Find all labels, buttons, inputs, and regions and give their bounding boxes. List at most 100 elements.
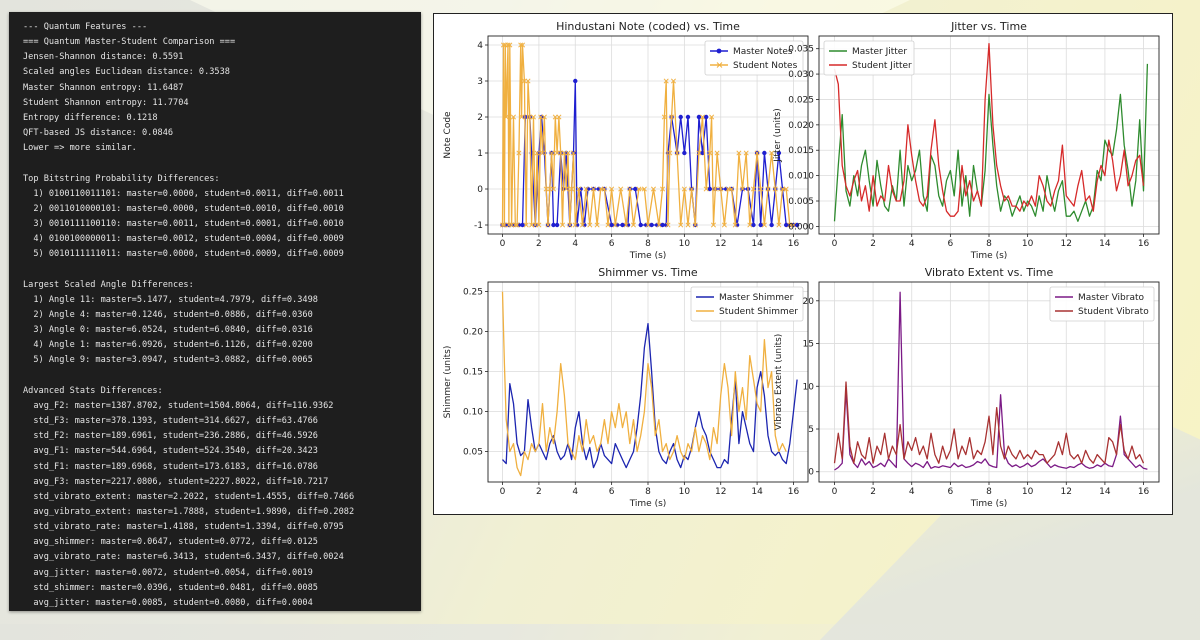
legend-label: Master Shimmer bbox=[719, 293, 794, 303]
x-tick-label: 0 bbox=[500, 487, 506, 497]
chart-title: Vibrato Extent vs. Time bbox=[925, 266, 1054, 279]
data-point bbox=[565, 150, 571, 156]
data-point bbox=[772, 186, 778, 192]
y-tick-label: 20 bbox=[803, 297, 815, 307]
legend-marker bbox=[716, 62, 723, 68]
chart-panel: 0 2 4 6 8 10 12 14 16 0 5 10 15 20 Vibrato Extent vs. … bbox=[774, 266, 1160, 509]
y-tick-label: 0.015 bbox=[788, 146, 814, 156]
y-tick-label: 0.025 bbox=[788, 95, 814, 105]
y-tick-label: 0 bbox=[477, 185, 483, 195]
data-point bbox=[570, 150, 577, 156]
series-line bbox=[501, 291, 787, 477]
data-point bbox=[674, 150, 680, 156]
series-line bbox=[502, 322, 798, 469]
data-point bbox=[665, 222, 671, 228]
data-point bbox=[714, 150, 720, 156]
data-point bbox=[689, 186, 695, 192]
x-tick-label: 16 bbox=[1138, 487, 1150, 497]
data-point bbox=[563, 186, 569, 192]
x-tick-label: 14 bbox=[1099, 239, 1111, 249]
data-point bbox=[569, 186, 575, 192]
y-tick-label: 15 bbox=[803, 340, 814, 350]
legend: Master Jitter Student Jitter bbox=[823, 40, 915, 76]
data-point bbox=[518, 42, 524, 48]
legend-label: Student Jitter bbox=[852, 61, 912, 71]
data-point bbox=[685, 114, 691, 120]
y-tick-label: 0.15 bbox=[463, 368, 483, 378]
y-tick-label: 0.020 bbox=[788, 121, 814, 131]
x-tick-label: 12 bbox=[1061, 487, 1072, 497]
legend-label: Master Vibrato bbox=[1078, 293, 1145, 303]
data-point bbox=[587, 222, 593, 228]
x-tick-label: 8 bbox=[645, 239, 651, 249]
terminal-line: Jensen-Shannon distance: 0.5591 bbox=[23, 52, 184, 63]
data-point bbox=[576, 186, 582, 192]
data-point bbox=[783, 186, 789, 192]
x-axis-label: Time (s) bbox=[970, 499, 1008, 509]
data-point bbox=[520, 222, 525, 228]
terminal-line: avg_jitter: master=0.0072, student=0.005… bbox=[23, 567, 313, 578]
terminal-line: std_shimmer: master=0.0396, student=0.04… bbox=[23, 582, 318, 593]
data-point bbox=[601, 186, 607, 192]
x-tick-label: 6 bbox=[609, 239, 615, 249]
terminal-line: 2) Angle 4: master=0.1246, student=0.088… bbox=[23, 309, 313, 320]
data-point bbox=[790, 222, 797, 228]
data-point bbox=[707, 150, 713, 156]
chart-panel: 0 2 4 6 8 10 12 14 16 0.05 0.10 0.15 0.20 0.25 Shimmer… bbox=[443, 266, 809, 509]
terminal-window[interactable]: --- Quantum Features --- === Quantum Mas… bbox=[9, 12, 421, 611]
x-tick-label: 4 bbox=[572, 239, 578, 249]
terminal-line: avg_vibrato_rate: master=6.3413, student… bbox=[23, 552, 344, 563]
x-tick-label: 14 bbox=[751, 487, 763, 497]
chart-title: Hindustani Note (coded) vs. Time bbox=[556, 20, 740, 33]
data-point bbox=[516, 150, 522, 156]
x-tick-label: 10 bbox=[1022, 487, 1034, 497]
y-tick-label: 0.005 bbox=[788, 197, 814, 207]
data-point bbox=[572, 222, 578, 228]
data-point bbox=[501, 222, 507, 228]
data-point bbox=[612, 222, 618, 228]
x-axis-label: Time (s) bbox=[970, 251, 1008, 261]
x-tick-label: 0 bbox=[832, 487, 838, 497]
x-tick-label: 2 bbox=[870, 487, 876, 497]
x-tick-label: 4 bbox=[572, 487, 578, 497]
terminal-line: Lower => more similar. bbox=[23, 143, 137, 154]
data-point bbox=[678, 114, 683, 120]
data-point bbox=[641, 186, 647, 192]
x-tick-label: 12 bbox=[715, 487, 726, 497]
data-point bbox=[794, 222, 800, 228]
data-point bbox=[545, 222, 551, 228]
legend-marker bbox=[716, 48, 722, 54]
data-point bbox=[769, 222, 774, 228]
data-point bbox=[732, 222, 738, 228]
x-tick-label: 10 bbox=[679, 487, 691, 497]
data-point bbox=[762, 150, 767, 156]
data-point bbox=[754, 150, 760, 156]
x-tick-label: 12 bbox=[715, 239, 726, 249]
y-tick-label: 0.10 bbox=[463, 408, 483, 418]
x-tick-label: 16 bbox=[788, 239, 800, 249]
series-line bbox=[834, 291, 1148, 471]
data-point bbox=[525, 78, 531, 84]
data-point bbox=[659, 186, 666, 192]
data-point bbox=[623, 222, 629, 228]
terminal-line: Scaled angles Euclidean distance: 0.3538 bbox=[23, 67, 230, 78]
terminal-line: === Quantum Master-Student Comparison ==… bbox=[23, 37, 236, 48]
y-tick-label: 10 bbox=[803, 382, 815, 392]
terminal-line: 3) 0010111100110: master=0.0011, student… bbox=[23, 219, 344, 230]
data-point bbox=[707, 186, 713, 192]
data-point bbox=[519, 114, 525, 120]
data-point bbox=[703, 186, 709, 192]
data-point bbox=[551, 222, 556, 228]
legend-box bbox=[1049, 286, 1155, 322]
terminal-line: std_F3: master=378.1393, student=314.662… bbox=[23, 416, 318, 427]
data-point bbox=[696, 150, 702, 156]
data-point bbox=[554, 222, 560, 228]
x-tick-label: 16 bbox=[788, 487, 800, 497]
data-point bbox=[590, 186, 597, 192]
data-point bbox=[636, 186, 642, 192]
data-point bbox=[514, 222, 520, 228]
legend: Master Shimmer Student Shimmer bbox=[690, 286, 804, 322]
data-point bbox=[660, 222, 665, 228]
legend-box bbox=[823, 40, 915, 76]
terminal-line: std_F2: master=189.6961, student=236.288… bbox=[23, 431, 318, 442]
